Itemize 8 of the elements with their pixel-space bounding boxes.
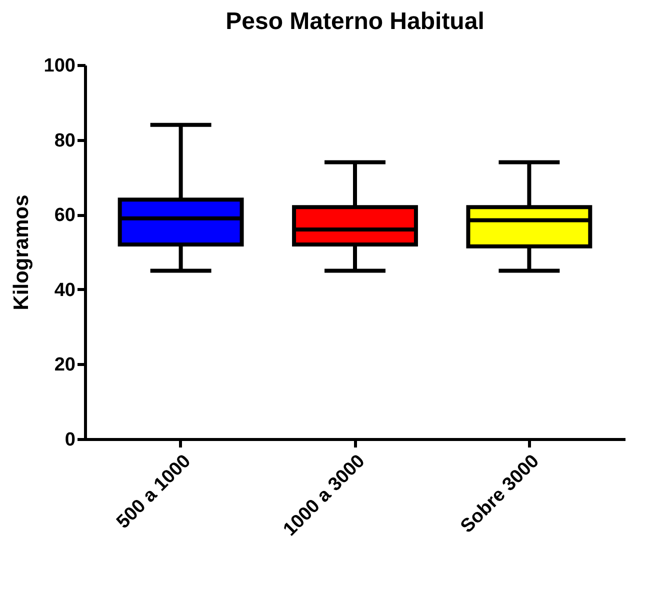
y-tick-label: 0 <box>64 430 76 450</box>
y-tick-label: 20 <box>54 354 76 376</box>
chart-title: Peso Materno Habitual <box>226 8 484 35</box>
y-tick-label: 60 <box>54 205 76 226</box>
y-axis-title: Kilogramos <box>10 194 33 310</box>
y-tick-label: 80 <box>54 130 76 152</box>
y-tick-label: 40 <box>54 280 76 301</box>
y-tick-label: 100 <box>44 56 76 76</box>
